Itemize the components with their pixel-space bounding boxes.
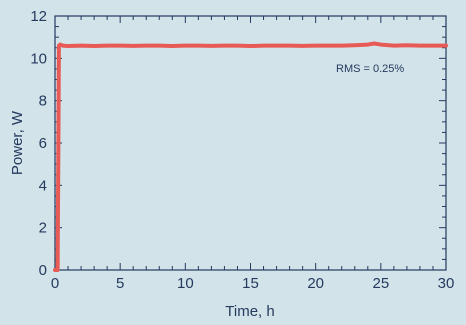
y-tick-label: 6 [39, 135, 47, 152]
x-axis-label: Time, h [225, 303, 274, 320]
x-tick-label: 10 [177, 275, 194, 292]
x-tick-label: 30 [438, 275, 455, 292]
x-tick-label: 0 [51, 275, 59, 292]
y-tick-label: 0 [39, 262, 47, 279]
y-axis-label: Power, W [9, 110, 26, 175]
power-series-line [53, 41, 448, 272]
x-tick-label: 25 [372, 275, 389, 292]
x-tick-label: 20 [307, 275, 324, 292]
y-tick-label: 4 [39, 177, 47, 194]
y-tick-label: 10 [30, 50, 47, 67]
tick-labels: 0 5 10 15 20 25 30 0 2 4 6 8 10 12 [30, 8, 454, 292]
y-tick-label: 8 [39, 93, 47, 110]
y-tick-label: 2 [39, 220, 47, 237]
rms-annotation: RMS = 0.25% [336, 63, 404, 75]
axis-ticks [54, 15, 447, 271]
y-tick-label: 12 [30, 8, 47, 25]
series-layer [53, 41, 448, 272]
x-tick-label: 5 [116, 275, 124, 292]
x-tick-label: 15 [242, 275, 259, 292]
plot-area [54, 15, 447, 271]
